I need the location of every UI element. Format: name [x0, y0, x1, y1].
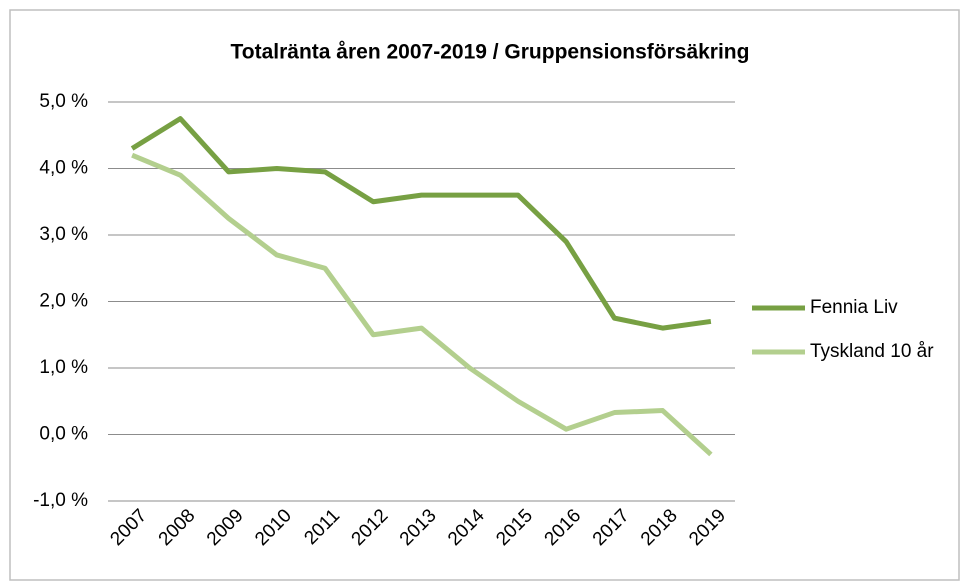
y-tick-label: 3,0 % — [39, 224, 88, 245]
y-tick-label: -1,0 % — [33, 490, 88, 511]
line-series — [131, 152, 713, 457]
legend-label: Tyskland 10 år — [810, 341, 934, 362]
legend-label: Fennia Liv — [810, 297, 898, 318]
line-series — [130, 116, 712, 331]
chart-title: Totalränta åren 2007-2019 / Gruppensions… — [231, 41, 750, 64]
chart-frame — [9, 9, 960, 581]
y-tick-label: 0,0 % — [39, 424, 88, 445]
y-tick-label: 2,0 % — [39, 291, 88, 312]
y-tick-label: 1,0 % — [39, 357, 88, 378]
y-tick-label: 5,0 % — [39, 91, 88, 112]
y-tick-label: 4,0 % — [39, 158, 88, 179]
